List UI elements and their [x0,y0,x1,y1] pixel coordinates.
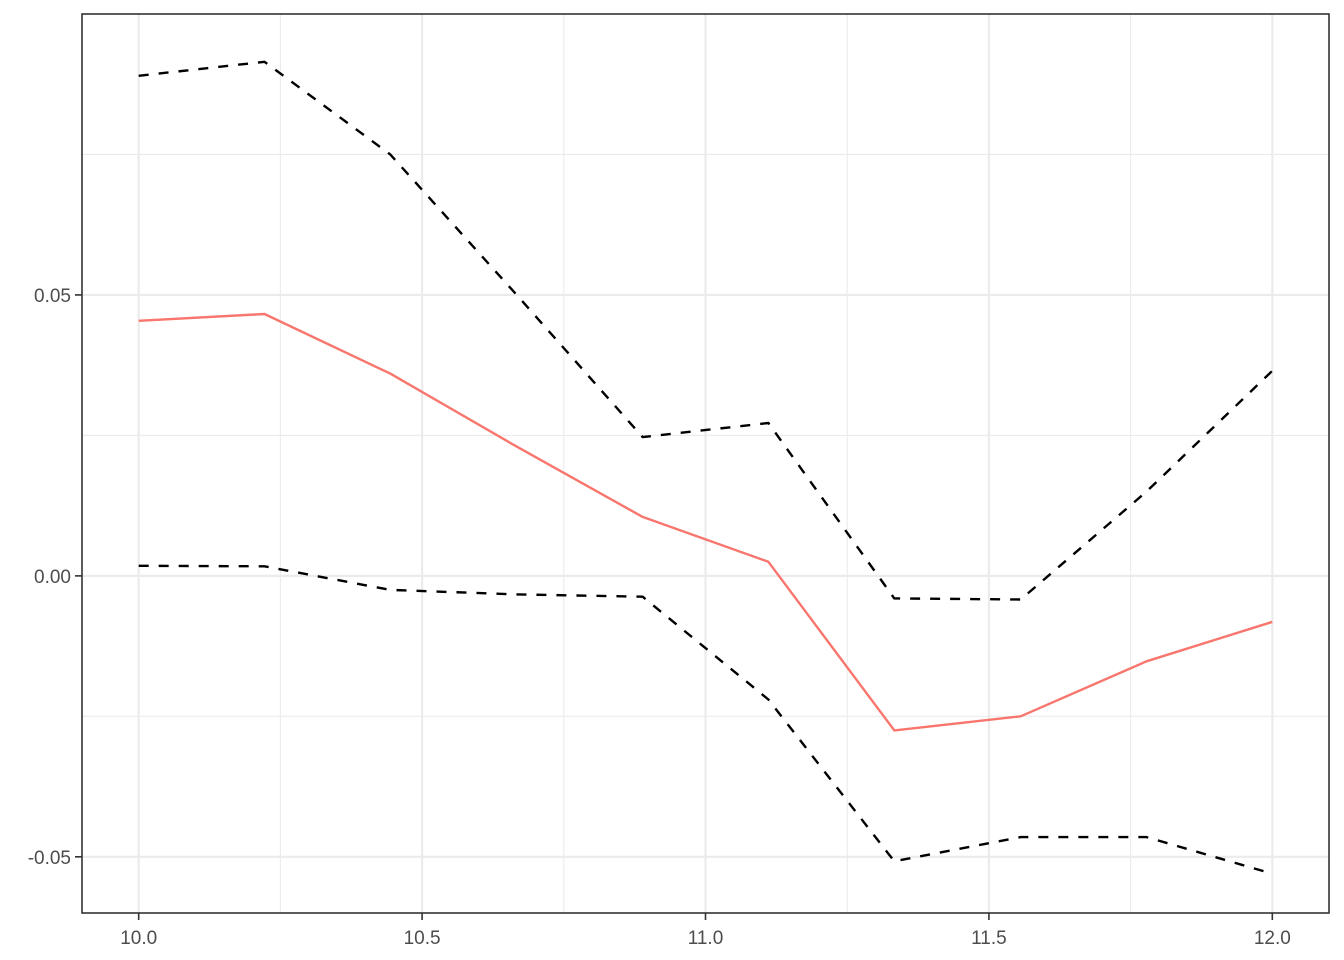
y-tick-label: 0.00 [34,567,71,588]
x-tick-label: 10.0 [120,928,157,949]
solid-series-line-0 [138,312,1273,732]
major-gridlines [82,14,1329,913]
x-tick-label: 11.0 [688,928,724,949]
y-axis: -0.05 0.00 0.05 [28,286,82,869]
x-tick-label: 11.5 [971,928,1007,949]
x-axis: 10.0 10.5 11.0 11.5 12.0 [120,913,1291,949]
y-tick-label: 0.05 [34,286,71,307]
y-tick-label: -0.05 [28,848,71,869]
x-tick-label: 12.0 [1254,928,1291,949]
dashed-series-line-2 [138,564,1273,875]
series-layer [138,60,1274,875]
x-tick-label: 10.5 [404,928,441,949]
dashed-series-line-1 [138,60,1274,601]
